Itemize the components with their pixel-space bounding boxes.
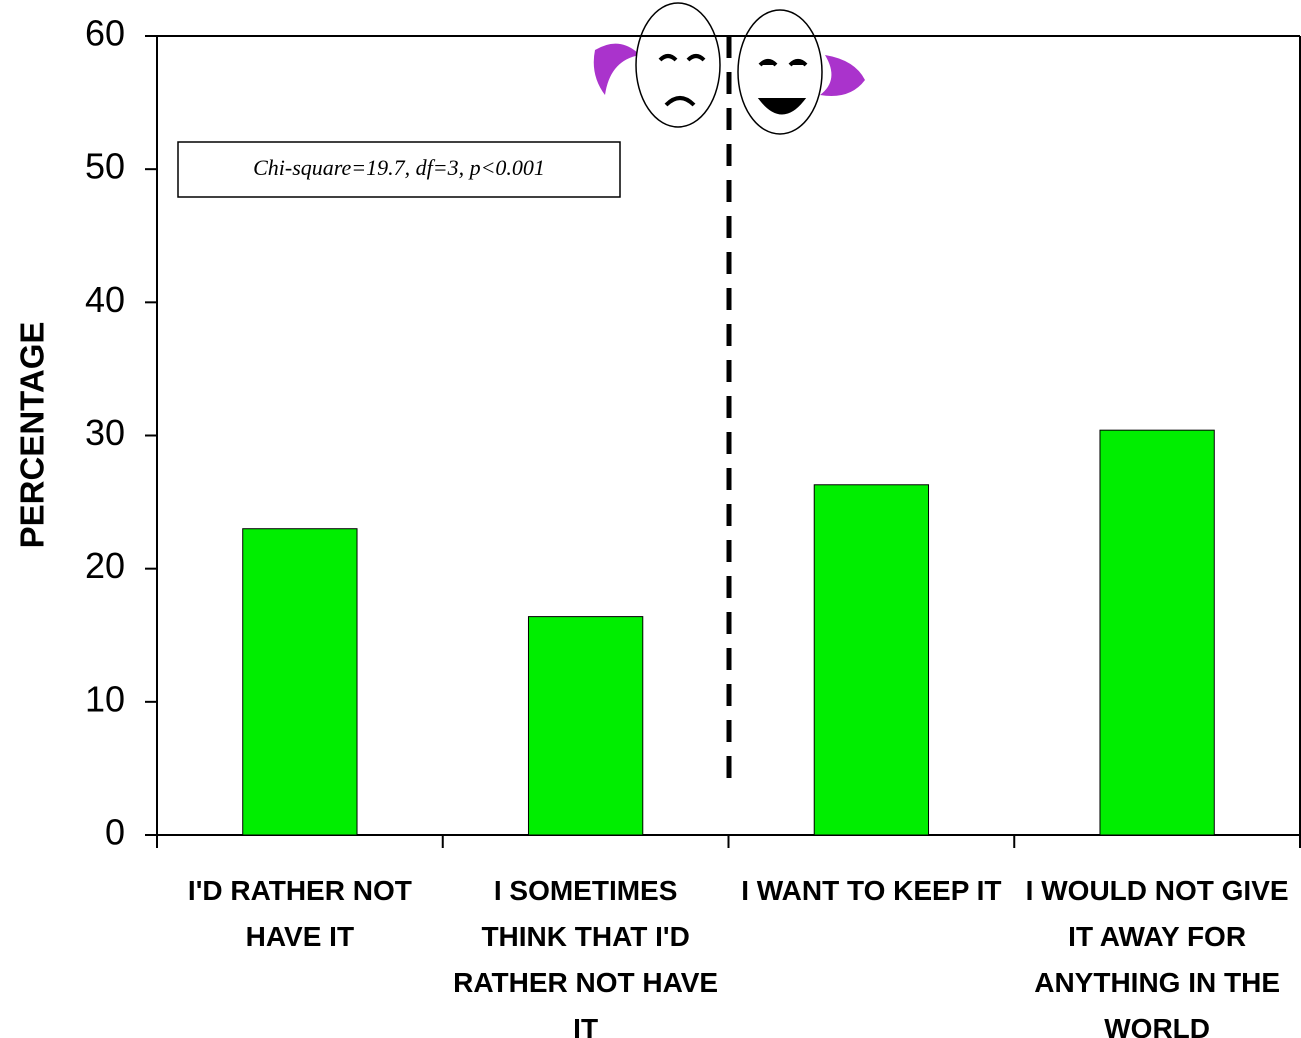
y-tick-label: 0 [105,812,125,853]
x-tick-label: I WOULD NOT GIVE IT AWAY FOR ANYTHING IN… [1022,868,1292,1038]
bar [814,485,928,835]
bar [528,617,642,835]
y-tick-label: 50 [85,146,125,187]
page: PERCENTAGE Chi-square=19.7, df=3, p<0.00… [0,0,1301,1038]
annotation: Chi-square=19.7, df=3, p<0.001 [253,155,545,180]
y-tick-label: 60 [85,13,125,54]
x-tick-label: I'D RATHER NOT HAVE IT [165,868,435,960]
y-tick-label: 10 [85,678,125,719]
y-tick-label: 40 [85,279,125,320]
y-axis-label: PERCENTAGE [14,322,51,549]
x-tick-label: I WANT TO KEEP IT [736,868,1006,914]
x-tick-label: I SOMETIMES THINK THAT I'D RATHER NOT HA… [451,868,721,1038]
bar [1100,430,1214,835]
y-tick-label: 30 [85,412,125,453]
y-tick-label: 20 [85,545,125,586]
bar [243,529,357,835]
